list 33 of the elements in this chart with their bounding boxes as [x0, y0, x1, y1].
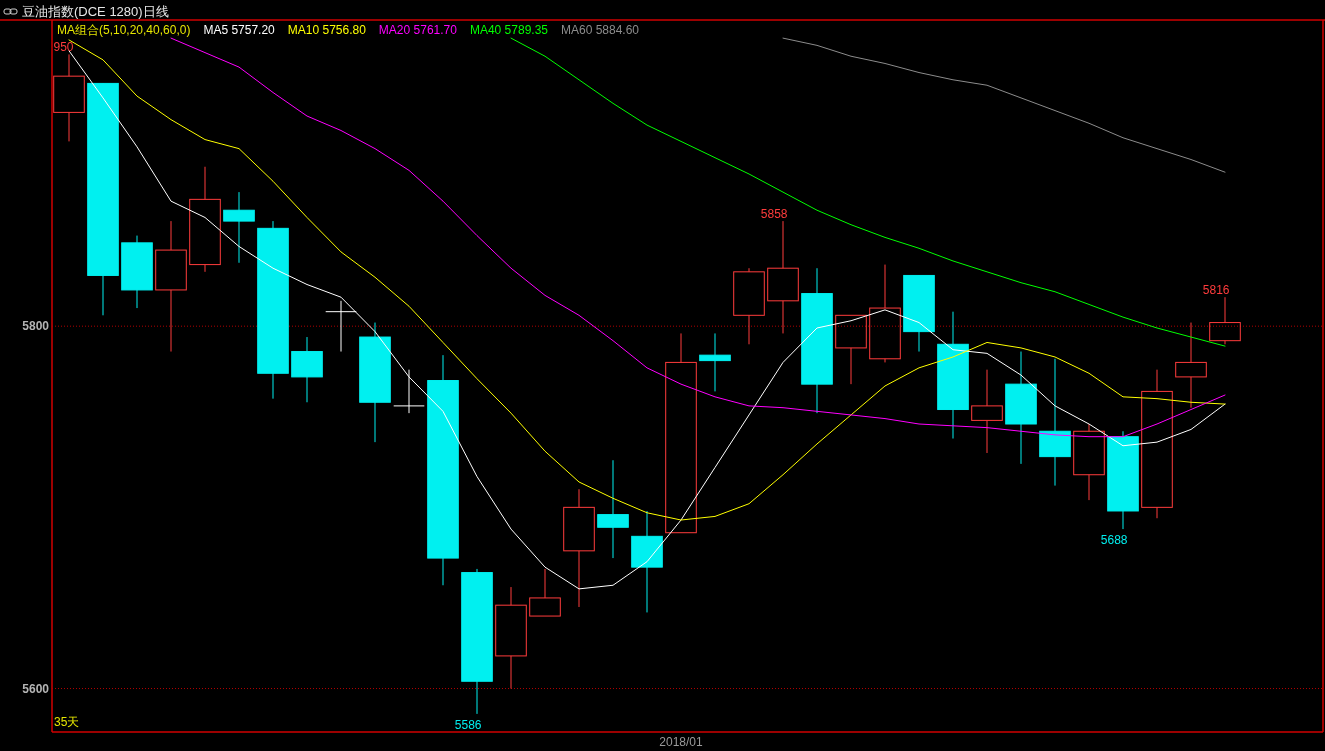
- candlestick: [767, 220, 799, 334]
- candlestick: [971, 369, 1003, 454]
- legend-title: MA组合(5,10,20,40,60,0): [57, 23, 191, 37]
- x-tick-label: 2018/01: [659, 735, 704, 749]
- candlestick: [1073, 423, 1105, 501]
- candlestick: [155, 220, 187, 353]
- text: MA5 5757.20: [203, 23, 276, 37]
- candlestick: [189, 166, 221, 273]
- text: MA20 5761.70: [378, 23, 458, 37]
- annotation: 950: [53, 40, 74, 55]
- candlestick: [393, 369, 425, 414]
- candlestick: [495, 586, 527, 690]
- annotation: 5586: [454, 717, 482, 732]
- line-series: [782, 37, 1226, 173]
- annotation: 35天: [54, 715, 80, 729]
- series-label: MA40 5789.35: [469, 23, 549, 37]
- y-tick-label: 5800: [22, 319, 50, 334]
- candlestick: [1209, 296, 1241, 345]
- candlestick: [53, 53, 85, 142]
- annotation: 5688: [1100, 533, 1128, 548]
- text: MA10 5756.80: [287, 23, 367, 37]
- candlestick: [699, 332, 731, 392]
- text: MA60 5884.60: [560, 23, 640, 37]
- candlestick: [869, 264, 901, 363]
- annotation: 5816: [1202, 283, 1230, 298]
- annotation: 5858: [760, 207, 788, 222]
- chart-title: 豆油指数(DCE 1280)日线: [22, 4, 169, 19]
- candlestick: [1175, 322, 1207, 409]
- candlestick: [1141, 369, 1173, 519]
- candlestick: [325, 300, 357, 353]
- candlestick: [733, 267, 765, 345]
- candlestick: [563, 488, 595, 608]
- y-tick-label: 5600: [22, 681, 50, 696]
